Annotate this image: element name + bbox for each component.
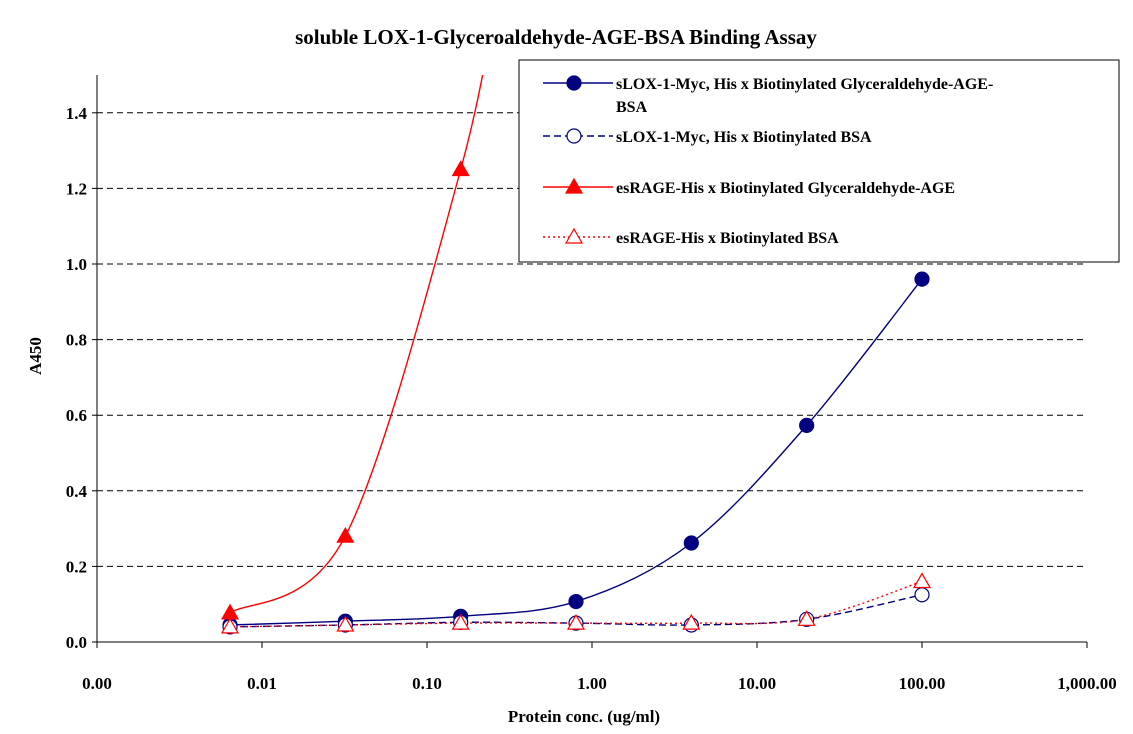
y-tick-label: 1.0 bbox=[66, 255, 87, 274]
data-point-series-3 bbox=[336, 526, 355, 543]
legend-label: esRAGE-His x Biotinylated Glyceraldehyde… bbox=[616, 180, 955, 197]
data-point-series-4 bbox=[912, 572, 932, 589]
x-tick-label: 1.00 bbox=[577, 674, 607, 693]
legend-label: sLOX-1-Myc, His x Biotinylated Glycerald… bbox=[616, 76, 993, 116]
series-line-3 bbox=[229, 75, 484, 614]
data-markers bbox=[220, 160, 932, 635]
data-point-series-4 bbox=[451, 613, 470, 630]
y-tick-label: 0.4 bbox=[66, 482, 88, 501]
legend-swatch-marker bbox=[564, 227, 584, 244]
series-line-1 bbox=[229, 278, 923, 626]
legend: sLOX-1-Myc, His x Biotinylated Glycerald… bbox=[518, 59, 1120, 263]
chart-title: soluble LOX-1-Glyceroaldehyde-AGE-BSA Bi… bbox=[295, 25, 817, 49]
data-point-series-4 bbox=[220, 617, 240, 634]
data-point-series-1 bbox=[683, 535, 699, 551]
y-tick-label: 1.4 bbox=[66, 104, 88, 123]
tick-labels: 0.0 0.2 0.4 0.6 0.8 1.0 1.2 1.4 0.00 0.01 0.10 1.00… bbox=[66, 104, 1117, 693]
data-point-series-1 bbox=[799, 417, 815, 434]
x-tick-label: 0.10 bbox=[412, 674, 442, 693]
data-point-series-4 bbox=[336, 615, 355, 632]
y-tick-label: 0.8 bbox=[66, 331, 87, 350]
legend-label: sLOX-1-Myc, His x Biotinylated BSA bbox=[616, 129, 872, 146]
axes bbox=[92, 75, 1088, 648]
x-tick-label: 0.00 bbox=[82, 674, 112, 693]
y-tick-label: 0.2 bbox=[66, 557, 87, 576]
data-point-series-2 bbox=[914, 587, 930, 603]
x-tick-label: 100.00 bbox=[899, 674, 946, 693]
y-tick-label: 0.6 bbox=[66, 406, 87, 425]
legend-swatch-marker bbox=[566, 128, 582, 144]
x-axis-title: Protein conc. (ug/ml) bbox=[508, 707, 660, 726]
legend-box bbox=[518, 59, 1120, 263]
legend-swatch-marker bbox=[564, 177, 584, 194]
data-point-series-1 bbox=[914, 271, 930, 287]
y-tick-label: 0.0 bbox=[66, 633, 87, 652]
x-tick-label: 1,000.00 bbox=[1057, 674, 1117, 693]
data-point-series-4 bbox=[566, 613, 586, 630]
data-point-series-3 bbox=[451, 160, 470, 177]
y-tick-label: 1.2 bbox=[66, 179, 87, 198]
data-point-series-4 bbox=[797, 610, 816, 626]
legend-label: esRAGE-His x Biotinylated BSA bbox=[616, 230, 839, 247]
legend-swatch-marker bbox=[566, 75, 582, 91]
data-point-series-1 bbox=[568, 593, 584, 610]
x-tick-label: 0.01 bbox=[247, 674, 277, 693]
data-point-series-3 bbox=[220, 603, 240, 620]
x-tick-label: 10.00 bbox=[738, 674, 776, 693]
data-point-series-4 bbox=[682, 613, 701, 630]
y-axis-title: A450 bbox=[26, 337, 45, 375]
